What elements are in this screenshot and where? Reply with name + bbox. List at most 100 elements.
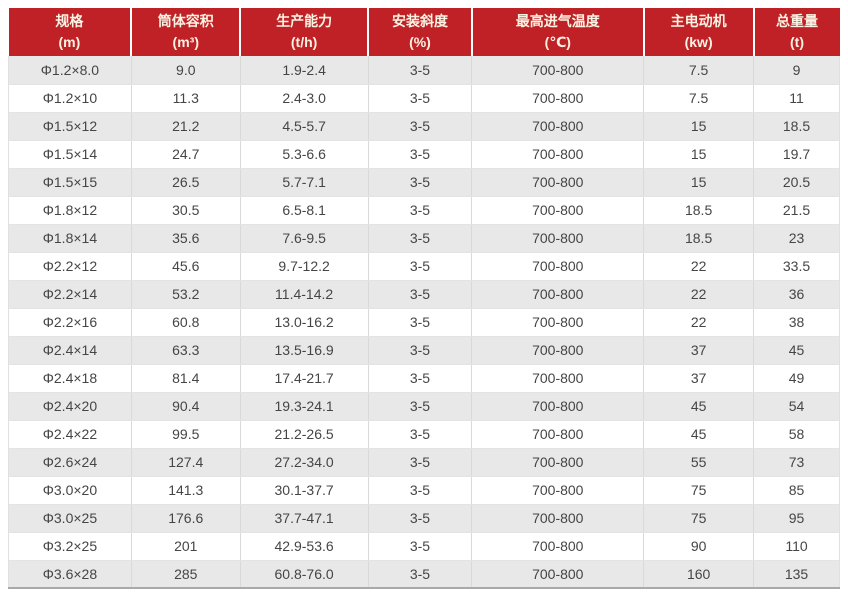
table-cell: 27.2-34.0 [240, 448, 369, 477]
table-cell: 3-5 [368, 280, 473, 309]
table-cell: 20.5 [753, 168, 840, 197]
table-row: Φ1.2×8.0 9.0 1.9-2.4 3-5 700-800 7.5 9 [8, 56, 840, 85]
table-cell: 22 [643, 280, 755, 309]
table-cell: 135 [753, 560, 840, 589]
table-cell: 700-800 [471, 448, 645, 477]
table-cell: 3-5 [368, 392, 473, 421]
table-cell: 23 [753, 224, 840, 253]
table-cell: Φ2.2×16 [8, 308, 132, 337]
table-cell: 700-800 [471, 56, 645, 85]
table-cell: 58 [753, 420, 840, 449]
table-cell: 700-800 [471, 280, 645, 309]
table-cell: 45.6 [131, 252, 241, 281]
table-cell: 19.7 [753, 140, 840, 169]
table-cell: Φ1.2×8.0 [8, 56, 132, 85]
table-row: Φ3.6×28 285 60.8-76.0 3-5 700-800 160 135 [8, 560, 840, 589]
table-cell: Φ3.6×28 [8, 560, 132, 589]
table-cell: 18.5 [643, 196, 755, 225]
table-cell: 19.3-24.1 [240, 392, 369, 421]
table-cell: 700-800 [471, 84, 645, 113]
table-cell: 11.3 [131, 84, 241, 113]
table-cell: 90 [643, 532, 755, 561]
table-cell: 700-800 [471, 504, 645, 533]
table-cell: 201 [131, 532, 241, 561]
table-cell: Φ2.4×22 [8, 420, 132, 449]
table-cell: 35.6 [131, 224, 241, 253]
table-cell: 75 [643, 476, 755, 505]
table-cell: 3-5 [368, 112, 473, 141]
table-cell: Φ2.6×24 [8, 448, 132, 477]
table-cell: Φ1.2×10 [8, 84, 132, 113]
table-cell: 3-5 [368, 252, 473, 281]
column-unit: (℃) [544, 34, 571, 50]
table-cell: 3-5 [368, 364, 473, 393]
table-row: Φ1.5×15 26.5 5.7-7.1 3-5 700-800 15 20.5 [8, 168, 840, 197]
table-cell: 700-800 [471, 532, 645, 561]
table-cell: 700-800 [471, 476, 645, 505]
table-row: Φ2.2×12 45.6 9.7-12.2 3-5 700-800 22 33.5 [8, 252, 840, 281]
table-cell: 5.3-6.6 [240, 140, 369, 169]
column-unit: (m) [58, 34, 81, 50]
table-cell: Φ1.5×12 [8, 112, 132, 141]
table-cell: 38 [753, 308, 840, 337]
table-cell: 21.5 [753, 196, 840, 225]
table-cell: 700-800 [471, 168, 645, 197]
table-cell: 4.5-5.7 [240, 112, 369, 141]
column-header: 规格 (m) [8, 8, 133, 56]
column-unit: (m³) [172, 34, 199, 50]
table-cell: 42.9-53.6 [240, 532, 369, 561]
spec-table: 规格 (m) 筒体容积 (m³) 生产能力 (t/h) 安装斜度 (%) 最高进气温度 (℃) 主电… [8, 8, 840, 589]
table-row: Φ2.4×14 63.3 13.5-16.9 3-5 700-800 37 45 [8, 336, 840, 365]
table-cell: 3-5 [368, 420, 473, 449]
table-cell: 3-5 [368, 84, 473, 113]
table-cell: 37 [643, 336, 755, 365]
table-cell: 2.4-3.0 [240, 84, 369, 113]
table-row: Φ2.2×16 60.8 13.0-16.2 3-5 700-800 22 38 [8, 308, 840, 337]
table-cell: 3-5 [368, 476, 473, 505]
table-cell: 13.0-16.2 [240, 308, 369, 337]
column-title: 生产能力 [276, 13, 333, 29]
table-cell: 700-800 [471, 140, 645, 169]
table-cell: 3-5 [368, 504, 473, 533]
table-row: Φ1.8×12 30.5 6.5-8.1 3-5 700-800 18.5 21.5 [8, 196, 840, 225]
table-row: Φ2.4×20 90.4 19.3-24.1 3-5 700-800 45 54 [8, 392, 840, 421]
column-unit: (kw) [684, 34, 713, 50]
column-title: 规格 [55, 13, 84, 29]
header-row: 规格 (m) 筒体容积 (m³) 生产能力 (t/h) 安装斜度 (%) 最高进气温度 (℃) 主电… [8, 8, 840, 56]
table-cell: 75 [643, 504, 755, 533]
table-cell: 54 [753, 392, 840, 421]
table-cell: 95 [753, 504, 840, 533]
table-header: 规格 (m) 筒体容积 (m³) 生产能力 (t/h) 安装斜度 (%) 最高进气温度 (℃) 主电… [8, 8, 840, 56]
table-cell: Φ2.2×14 [8, 280, 132, 309]
table-cell: 55 [643, 448, 755, 477]
table-cell: 15 [643, 140, 755, 169]
table-cell: 3-5 [368, 56, 473, 85]
table-cell: Φ2.4×14 [8, 336, 132, 365]
table-cell: 7.6-9.5 [240, 224, 369, 253]
table-cell: Φ1.5×15 [8, 168, 132, 197]
table-row: Φ1.5×14 24.7 5.3-6.6 3-5 700-800 15 19.7 [8, 140, 840, 169]
table-cell: 3-5 [368, 196, 473, 225]
table-cell: 45 [643, 420, 755, 449]
table-cell: 3-5 [368, 224, 473, 253]
table-cell: 37.7-47.1 [240, 504, 369, 533]
table-cell: Φ2.4×20 [8, 392, 132, 421]
table-cell: 1.9-2.4 [240, 56, 369, 85]
table-cell: 22 [643, 308, 755, 337]
table-cell: Φ2.2×12 [8, 252, 132, 281]
table-cell: 63.3 [131, 336, 241, 365]
table-cell: 9 [753, 56, 840, 85]
table-cell: 15 [643, 112, 755, 141]
table-cell: Φ3.0×20 [8, 476, 132, 505]
table-cell: 7.5 [643, 56, 755, 85]
table-cell: Φ1.8×14 [8, 224, 132, 253]
table-cell: 17.4-21.7 [240, 364, 369, 393]
table-cell: 33.5 [753, 252, 840, 281]
table-cell: 36 [753, 280, 840, 309]
table-row: Φ2.6×24 127.4 27.2-34.0 3-5 700-800 55 73 [8, 448, 840, 477]
table-cell: 3-5 [368, 168, 473, 197]
table-cell: 30.5 [131, 196, 241, 225]
table-cell: 3-5 [368, 140, 473, 169]
table-cell: 24.7 [131, 140, 241, 169]
